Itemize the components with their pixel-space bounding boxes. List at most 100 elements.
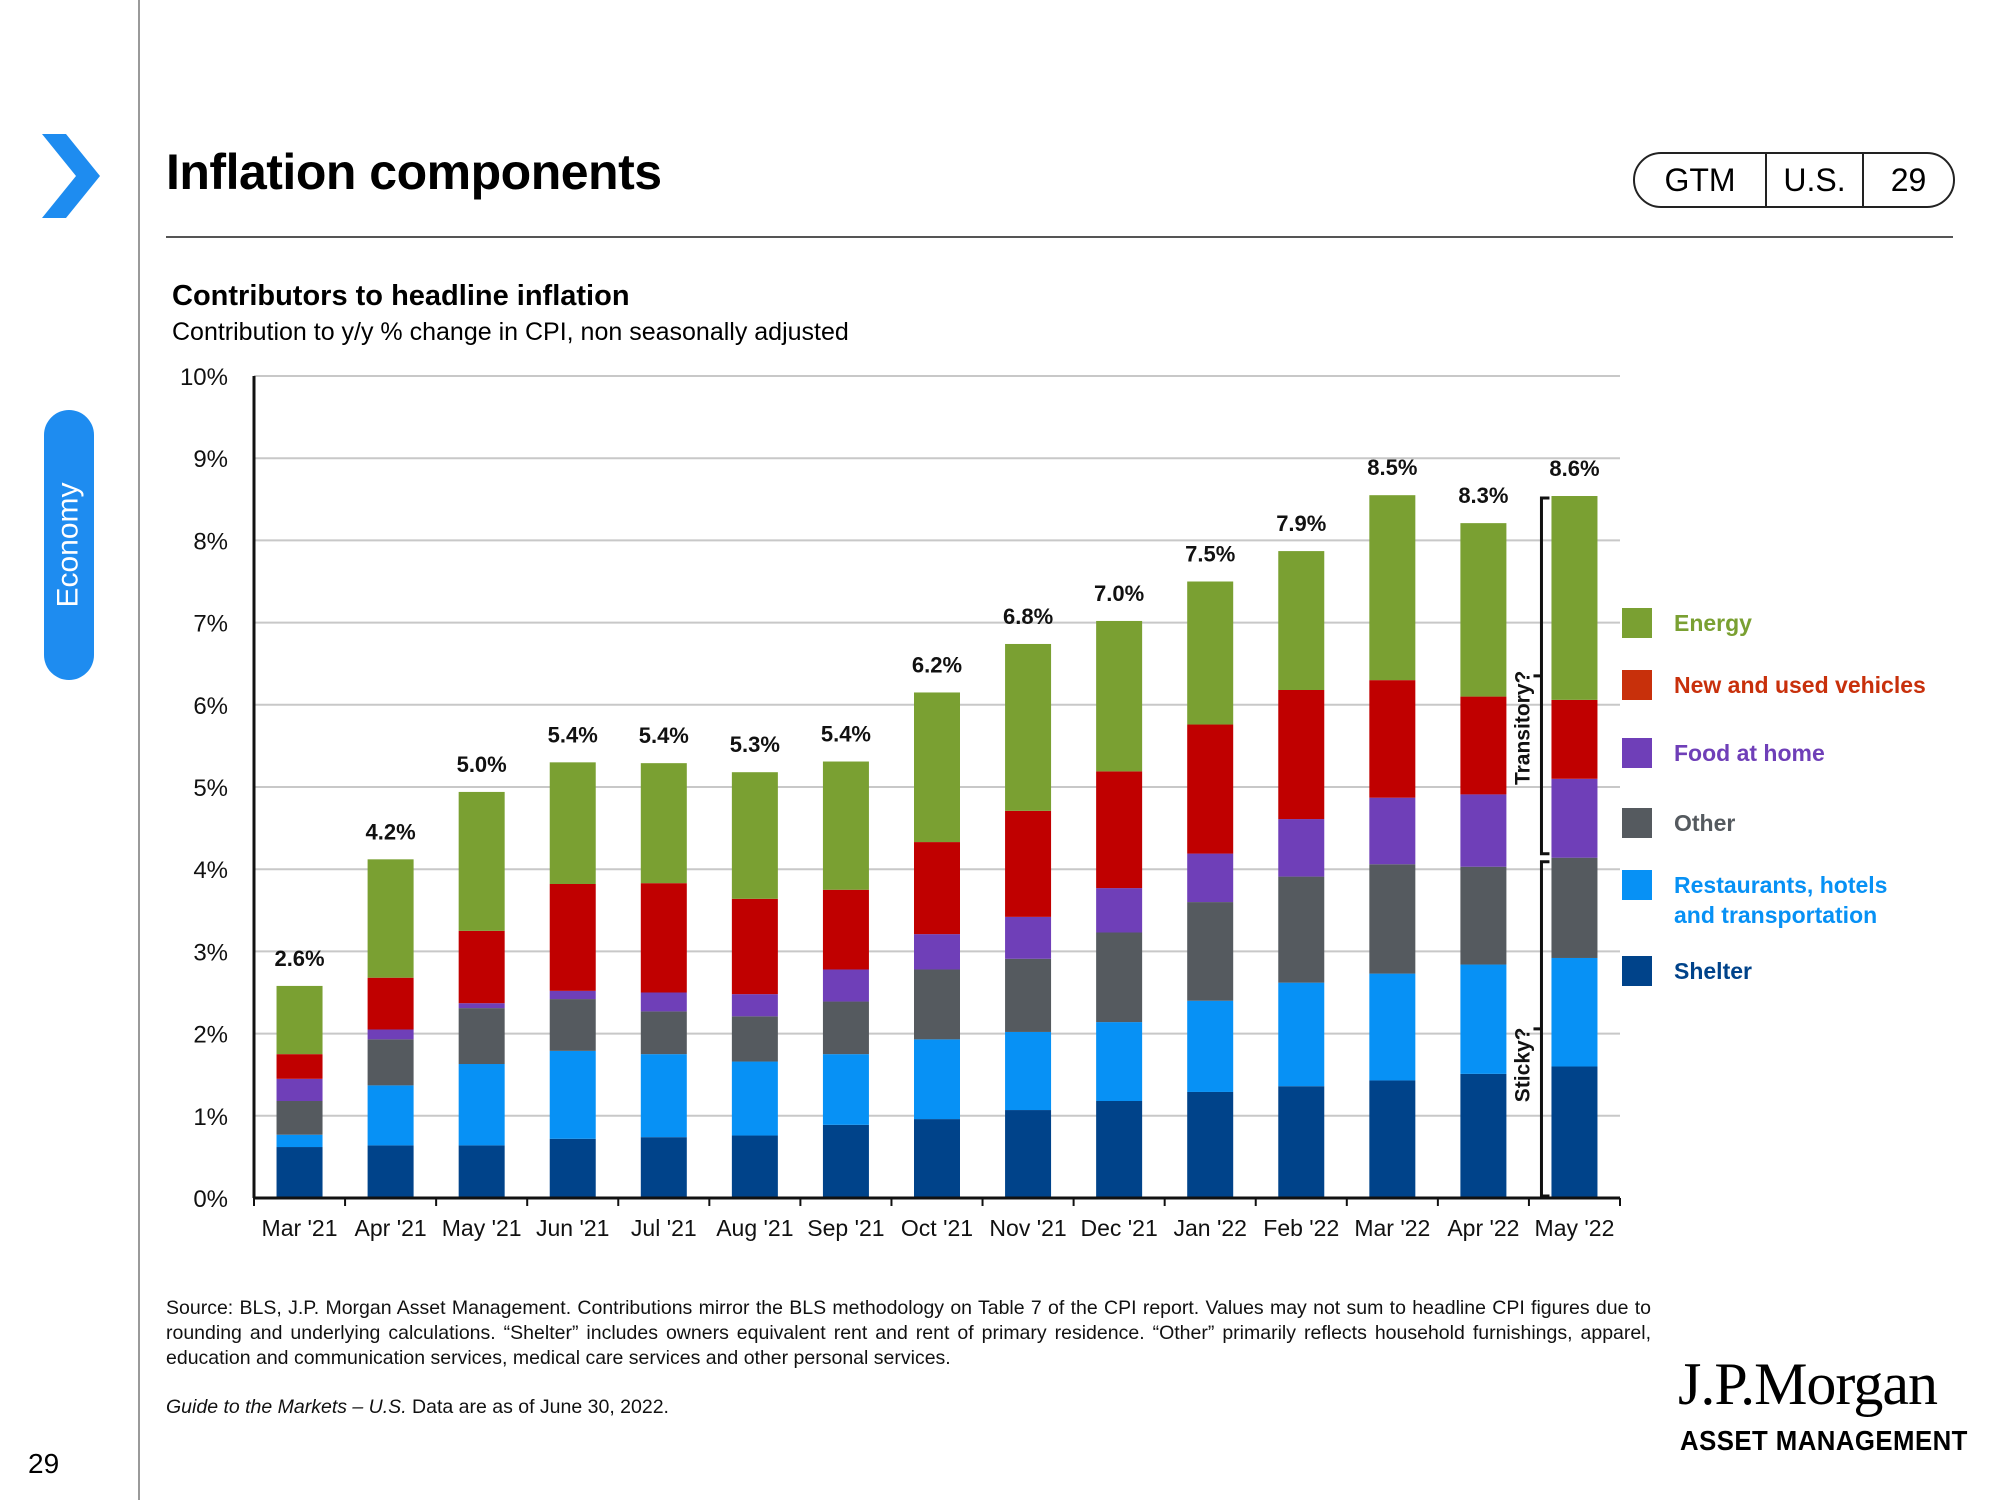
bar-segment-energy <box>914 692 960 843</box>
bar-segment-other <box>1096 932 1143 1023</box>
bar-total-label: 5.4% <box>548 722 598 747</box>
bar-segment-food-at-home <box>1096 888 1143 933</box>
bar-segment-new-and-used-vehicles <box>914 842 960 935</box>
bar-segment-restaurants-hotels-and-transportation <box>1278 982 1325 1087</box>
bar-total-label: 8.5% <box>1367 455 1417 480</box>
bar-segment-new-and-used-vehicles <box>458 930 505 1004</box>
bar-segment-shelter <box>1187 1091 1234 1198</box>
x-tick-label: May '22 <box>1535 1215 1615 1241</box>
bar-segment-new-and-used-vehicles <box>549 883 596 991</box>
bar-segment-other <box>458 1008 505 1065</box>
x-tick-label: Mar '22 <box>1354 1215 1430 1241</box>
asset-management-logo: ASSET MANAGEMENT <box>1680 1425 1968 1456</box>
bar-total-label: 7.0% <box>1094 581 1144 606</box>
bar-total-label: 5.3% <box>730 732 780 757</box>
legend-label: Shelter <box>1674 958 1752 984</box>
bar-segment-energy <box>1460 523 1507 697</box>
bar-segment-food-at-home <box>276 1078 323 1102</box>
y-tick-label: 4% <box>193 857 228 884</box>
bar-segment-shelter <box>276 1147 323 1198</box>
bar-segment-other <box>914 969 960 1040</box>
bar-segment-food-at-home <box>1460 794 1507 867</box>
bar-total-label: 2.6% <box>274 946 324 971</box>
bar-segment-other <box>731 1016 778 1062</box>
legend-swatch <box>1622 808 1652 838</box>
bar-segment-energy <box>458 791 505 931</box>
bar-segment-food-at-home <box>367 1029 414 1040</box>
bar-segment-other <box>1460 866 1507 965</box>
bar-segment-food-at-home <box>822 969 869 1002</box>
legend-item: Shelter <box>1622 956 1962 986</box>
legend-item: Energy <box>1622 608 1962 638</box>
bar-segment-other <box>640 1011 687 1055</box>
legend-item: New and used vehicles <box>1622 670 1962 700</box>
bar-segment-food-at-home <box>549 990 596 1000</box>
bar-segment-shelter <box>914 1119 960 1198</box>
transitory-annotation: Transitory? <box>1511 671 1534 785</box>
bar-segment-energy <box>1369 495 1416 681</box>
bar-segment-new-and-used-vehicles <box>1187 724 1234 854</box>
legend-swatch <box>1622 670 1652 700</box>
bar-segment-energy <box>1187 581 1234 725</box>
legend-label: Food at home <box>1674 740 1825 766</box>
bar-segment-food-at-home <box>1187 853 1234 903</box>
x-tick-label: Jun '21 <box>536 1215 609 1241</box>
legend-label: Energy <box>1674 610 1752 636</box>
y-tick-label: 3% <box>193 939 228 966</box>
y-tick-label: 5% <box>193 775 228 802</box>
x-tick-label: May '21 <box>442 1215 522 1241</box>
bar-segment-food-at-home <box>1369 797 1416 865</box>
bar-segment-energy <box>1278 551 1325 691</box>
bar-segment-other <box>1551 857 1598 958</box>
x-tick-label: Dec '21 <box>1081 1215 1158 1241</box>
bar-segment-restaurants-hotels-and-transportation <box>1460 964 1507 1074</box>
bar-segment-new-and-used-vehicles <box>367 977 414 1030</box>
page-title: Inflation components <box>166 144 662 200</box>
legend-label: Other <box>1674 810 1736 836</box>
bar-segment-shelter <box>1278 1086 1325 1198</box>
x-tick-label: Sep '21 <box>807 1215 884 1241</box>
bar-segment-new-and-used-vehicles <box>1460 696 1507 795</box>
y-tick-label: 10% <box>180 364 228 391</box>
y-tick-label: 9% <box>193 446 228 473</box>
bar-segment-restaurants-hotels-and-transportation <box>1096 1022 1143 1102</box>
bar-segment-energy <box>367 859 414 978</box>
chevron-right-icon <box>42 134 100 218</box>
bar-segment-restaurants-hotels-and-transportation <box>367 1085 414 1146</box>
page-tag: GTM U.S. 29 <box>1633 152 1955 208</box>
bar-segment-new-and-used-vehicles <box>1278 690 1325 820</box>
y-tick-label: 2% <box>193 1022 228 1049</box>
bar-segment-energy <box>640 763 687 884</box>
x-tick-label: Aug '21 <box>716 1215 793 1241</box>
bar-segment-food-at-home <box>914 934 960 970</box>
legend-swatch <box>1622 956 1652 986</box>
title-divider <box>166 236 1953 238</box>
y-tick-label: 8% <box>193 528 228 555</box>
x-tick-label: Apr '21 <box>355 1215 427 1241</box>
bar-segment-shelter <box>731 1135 778 1198</box>
bar-segment-shelter <box>549 1138 596 1198</box>
legend-item: Food at home <box>1622 738 1962 768</box>
guide-note: Guide to the Markets – U.S. Data are as … <box>166 1396 669 1419</box>
left-margin-rule <box>138 0 140 1500</box>
x-tick-label: Oct '21 <box>901 1215 973 1241</box>
guide-title: Guide to the Markets – U.S. <box>166 1396 407 1418</box>
bar-segment-shelter <box>640 1137 687 1198</box>
jpmorgan-logo: J.P.Morgan <box>1678 1351 1938 1417</box>
bar-total-label: 7.5% <box>1185 542 1235 567</box>
bar-segment-restaurants-hotels-and-transportation <box>1551 957 1598 1067</box>
bar-segment-restaurants-hotels-and-transportation <box>822 1054 869 1125</box>
transitory-bracket <box>1533 496 1550 856</box>
bar-segment-other <box>1278 876 1325 983</box>
bar-segment-new-and-used-vehicles <box>1005 810 1052 917</box>
chart-subtitle: Contribution to y/y % change in CPI, non… <box>172 318 849 346</box>
y-tick-label: 6% <box>193 693 228 720</box>
bar-segment-food-at-home <box>731 994 778 1017</box>
tag-gtm: GTM <box>1635 154 1767 206</box>
bar-segment-other <box>1187 902 1234 1001</box>
section-tab[interactable]: Economy <box>44 410 94 680</box>
bar-segment-food-at-home <box>458 1003 505 1009</box>
bar-segment-new-and-used-vehicles <box>276 1054 323 1079</box>
bar-segment-restaurants-hotels-and-transportation <box>549 1050 596 1139</box>
bar-segment-food-at-home <box>1278 819 1325 877</box>
